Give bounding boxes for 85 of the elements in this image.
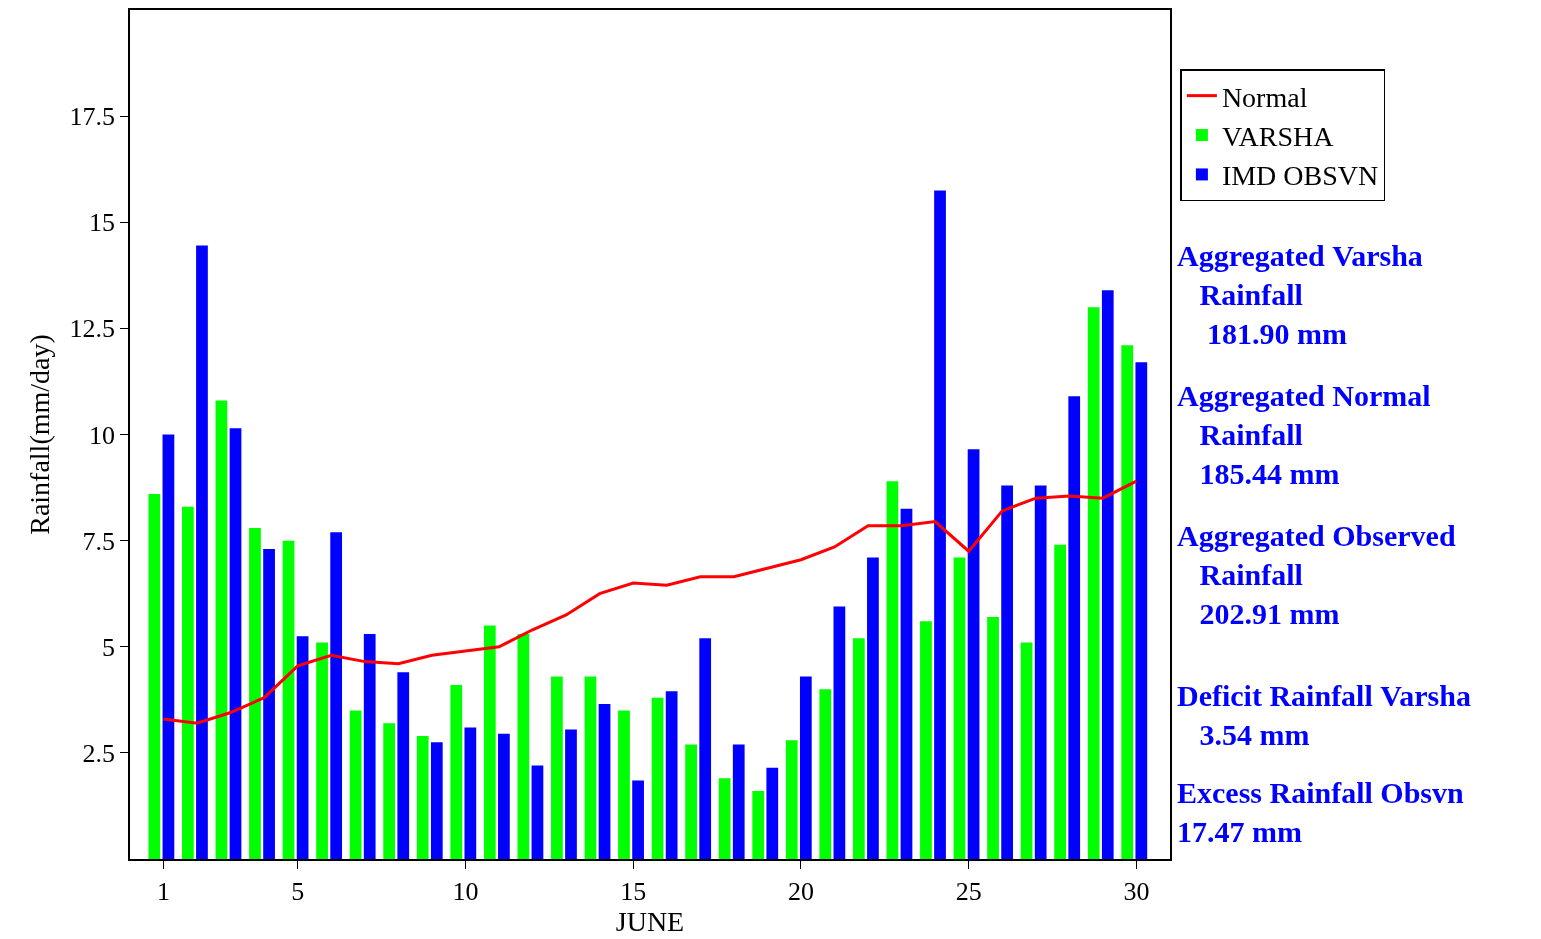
bar xyxy=(766,767,779,859)
bar xyxy=(685,744,697,859)
bar xyxy=(718,778,731,859)
bar xyxy=(833,606,846,859)
legend-label: VARSHA xyxy=(1221,120,1335,152)
line-series xyxy=(162,479,1138,725)
y-tick-label: 12.5 xyxy=(69,314,116,344)
text: Deficit Rainfall Varsha 3.54 mm xyxy=(1177,679,1471,751)
bar xyxy=(349,710,362,859)
bar xyxy=(867,557,879,859)
x-tick-label: 1 xyxy=(157,876,171,906)
bar xyxy=(598,704,611,859)
bar xyxy=(752,791,765,859)
bar xyxy=(1087,307,1100,859)
x-axis-title: JUNE xyxy=(615,905,685,937)
bar xyxy=(584,676,597,859)
bar xyxy=(967,449,980,859)
bar xyxy=(1135,362,1148,859)
bar xyxy=(699,638,712,859)
y-tick-label: 17.5 xyxy=(69,102,116,132)
bar xyxy=(632,780,644,859)
bar xyxy=(565,729,577,859)
bar xyxy=(430,742,443,859)
x-tick-label: 30 xyxy=(1123,876,1150,906)
bar xyxy=(852,638,865,859)
bar xyxy=(900,508,913,859)
bar xyxy=(296,636,309,859)
y-tick-label: 10 xyxy=(89,420,116,450)
bar xyxy=(665,691,678,859)
y-tick-label: 15 xyxy=(89,208,116,238)
bar xyxy=(953,557,966,859)
bar xyxy=(886,481,899,859)
bar xyxy=(1001,485,1013,859)
bar xyxy=(934,190,946,859)
bar xyxy=(330,532,343,859)
bar xyxy=(651,697,664,859)
bar xyxy=(1068,396,1081,859)
bar xyxy=(1101,290,1114,859)
bar xyxy=(987,617,999,859)
bar xyxy=(215,400,228,859)
bar xyxy=(397,672,410,859)
y-axis-title: Rainfall(mm/day) xyxy=(23,334,55,535)
bar xyxy=(416,735,429,859)
legend-label: Normal xyxy=(1221,81,1308,113)
y-tick-label: 7.5 xyxy=(82,526,116,556)
bar xyxy=(1020,642,1033,859)
bar xyxy=(1121,345,1134,859)
bar xyxy=(316,642,328,859)
bar xyxy=(464,727,477,859)
text: Aggregated Normal Rainfall 185.44 mm xyxy=(1177,379,1431,490)
legend-label: IMD OBSVN xyxy=(1221,160,1379,192)
x-tick-label: 5 xyxy=(291,876,305,906)
bar xyxy=(249,527,261,859)
bar xyxy=(182,506,194,859)
bar xyxy=(282,540,295,859)
x-tick-label: 15 xyxy=(620,876,647,906)
text: Aggregated Observed Rainfall 202.91 mm xyxy=(1177,519,1456,630)
bar xyxy=(517,634,530,859)
x-tick-label: 25 xyxy=(955,876,982,906)
x-tick-label: 10 xyxy=(452,876,479,906)
bar xyxy=(799,676,812,859)
bar xyxy=(1054,544,1066,859)
bar xyxy=(819,689,832,859)
bar xyxy=(483,625,496,859)
bar xyxy=(1034,485,1047,859)
y-tick-label: 2.5 xyxy=(82,738,116,768)
bar xyxy=(920,621,932,859)
bar xyxy=(196,245,208,859)
bar xyxy=(229,428,242,859)
bar xyxy=(531,765,544,859)
x-tick-label: 20 xyxy=(787,876,814,906)
text: Aggregated Varsha Rainfall 181.90 mm xyxy=(1177,239,1423,350)
bar xyxy=(450,684,463,859)
bar xyxy=(363,634,376,859)
bar xyxy=(162,434,175,859)
text: Excess Rainfall Obsvn 17.47 mm xyxy=(1177,776,1465,848)
bar xyxy=(785,740,798,859)
bar xyxy=(618,710,630,859)
bar xyxy=(383,723,396,859)
bar xyxy=(498,733,510,859)
bar xyxy=(551,676,563,859)
y-tick-label: 5 xyxy=(102,632,116,662)
bar xyxy=(263,549,275,859)
bar xyxy=(732,744,745,859)
bar xyxy=(148,493,161,859)
